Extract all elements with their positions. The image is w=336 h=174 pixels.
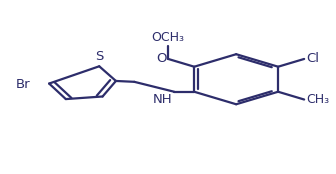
Text: NH: NH — [153, 93, 172, 106]
Text: S: S — [95, 50, 103, 63]
Text: Br: Br — [16, 78, 31, 91]
Text: O: O — [156, 52, 167, 65]
Text: OCH₃: OCH₃ — [152, 31, 185, 44]
Text: Cl: Cl — [306, 52, 319, 65]
Text: CH₃: CH₃ — [306, 93, 329, 106]
